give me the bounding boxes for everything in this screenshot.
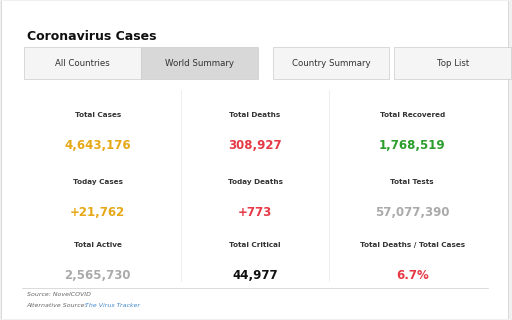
Text: +773: +773 xyxy=(238,206,272,219)
Text: Total Active: Total Active xyxy=(74,243,122,248)
Text: Total Critical: Total Critical xyxy=(229,243,281,248)
Text: Total Recovered: Total Recovered xyxy=(379,112,445,118)
Text: All Countries: All Countries xyxy=(55,59,110,68)
FancyBboxPatch shape xyxy=(24,47,141,79)
Text: +21,762: +21,762 xyxy=(70,206,125,219)
Text: Coronavirus Cases: Coronavirus Cases xyxy=(27,30,156,43)
Text: 2,565,730: 2,565,730 xyxy=(65,269,131,283)
Text: Country Summary: Country Summary xyxy=(292,59,370,68)
Text: 57,077,390: 57,077,390 xyxy=(375,206,450,219)
Text: The Virus Tracker: The Virus Tracker xyxy=(85,303,140,308)
Text: Total Deaths: Total Deaths xyxy=(229,112,281,118)
Text: 4,643,176: 4,643,176 xyxy=(65,140,131,152)
FancyBboxPatch shape xyxy=(273,47,390,79)
Text: Total Cases: Total Cases xyxy=(75,112,121,118)
Text: 6.7%: 6.7% xyxy=(396,269,429,283)
Text: 308,927: 308,927 xyxy=(228,140,282,152)
FancyBboxPatch shape xyxy=(395,47,511,79)
Text: 1,768,519: 1,768,519 xyxy=(379,140,445,152)
Text: 44,977: 44,977 xyxy=(232,269,278,283)
Text: Alternative Source:: Alternative Source: xyxy=(27,303,90,308)
Text: Today Deaths: Today Deaths xyxy=(227,179,283,185)
Text: Top List: Top List xyxy=(437,59,469,68)
Text: Total Tests: Total Tests xyxy=(391,179,434,185)
Text: World Summary: World Summary xyxy=(165,59,233,68)
Text: Today Cases: Today Cases xyxy=(73,179,123,185)
FancyBboxPatch shape xyxy=(141,47,258,79)
Text: Total Deaths / Total Cases: Total Deaths / Total Cases xyxy=(360,243,465,248)
Text: Source: NovelCOVID: Source: NovelCOVID xyxy=(27,292,91,297)
